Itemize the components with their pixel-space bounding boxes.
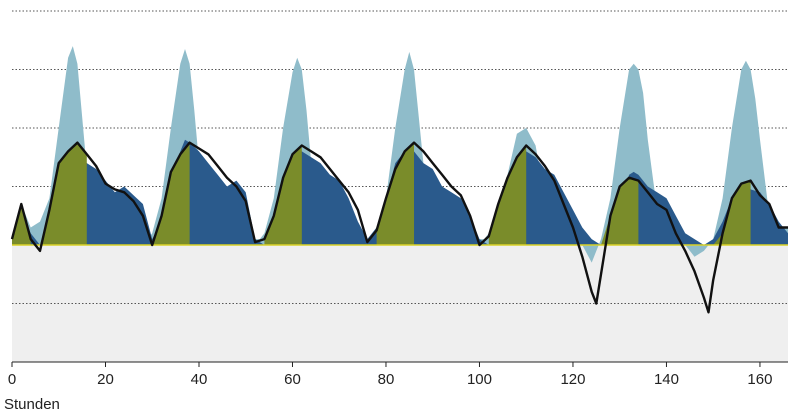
series-areas	[12, 46, 788, 263]
negative-band	[12, 245, 788, 362]
x-tick-label: 120	[560, 371, 585, 388]
area-olive	[12, 204, 31, 245]
x-tick-label: 160	[747, 371, 772, 388]
x-tick-labels: 0 20 40 60 80 100 120 140 160	[8, 371, 773, 388]
x-tick-label: 100	[467, 371, 492, 388]
x-tick-label: 60	[284, 371, 301, 388]
x-tick-label: 80	[378, 371, 395, 388]
area-olive	[703, 180, 751, 245]
x-tick-marks	[11, 362, 761, 367]
series-line-black	[10, 141, 788, 314]
x-axis-title: Stunden	[4, 396, 60, 413]
x-tick-label: 140	[654, 371, 679, 388]
area-olive	[264, 145, 302, 245]
x-tick-label: 40	[191, 371, 208, 388]
x-tick-label: 20	[97, 371, 114, 388]
area-olive	[591, 177, 639, 245]
area-olive	[488, 145, 527, 245]
area-olive	[376, 142, 415, 245]
x-tick-label: 0	[8, 371, 16, 388]
area-olive	[40, 142, 87, 245]
